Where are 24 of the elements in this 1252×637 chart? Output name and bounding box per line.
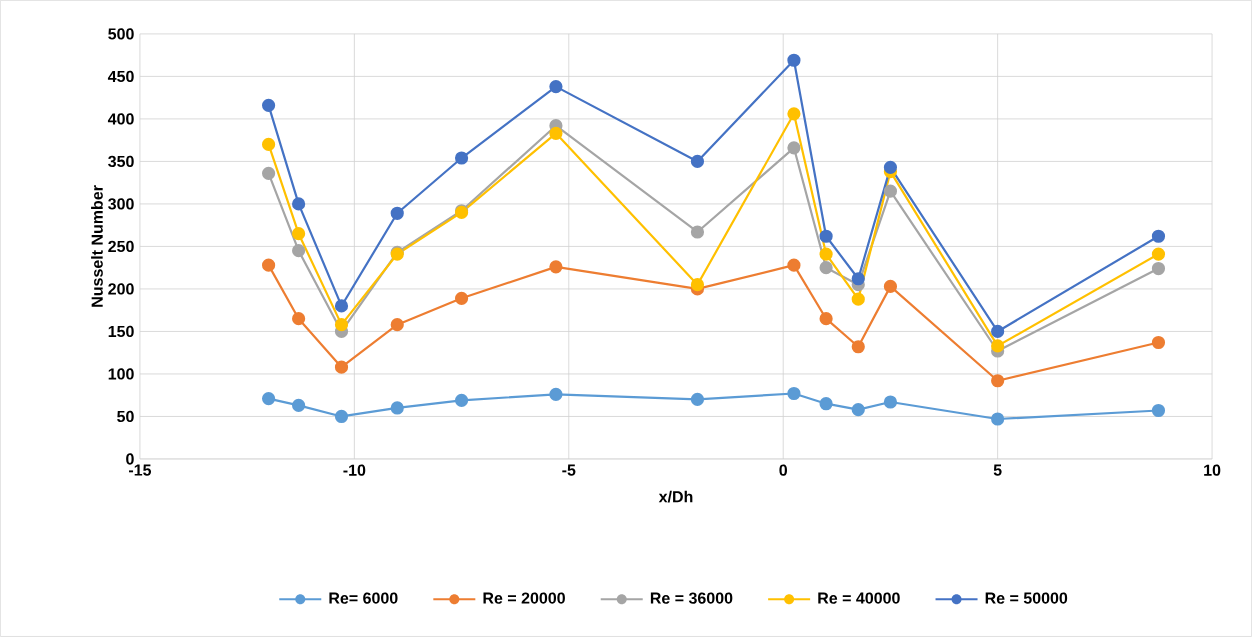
x-axis-title: x/Dh bbox=[658, 490, 693, 503]
legend-label: Re = 50000 bbox=[985, 592, 1068, 604]
y-tick-label: 100 bbox=[108, 368, 134, 380]
y-tick-label: 500 bbox=[108, 28, 134, 40]
y-tick-label: 50 bbox=[117, 410, 134, 423]
legend-label: Re = 20000 bbox=[483, 592, 565, 604]
y-tick-label: 300 bbox=[108, 198, 134, 210]
y-tick-label: 200 bbox=[108, 283, 134, 295]
legend-label: Re = 36000 bbox=[650, 592, 733, 604]
x-tick-label: -5 bbox=[562, 464, 576, 476]
y-tick-label: 150 bbox=[108, 325, 134, 338]
y-axis-title: Nusselt Number bbox=[91, 185, 103, 307]
legend-label: Re = 40000 bbox=[818, 592, 900, 604]
x-tick-label: 0 bbox=[779, 464, 787, 476]
y-tick-label: 400 bbox=[107, 113, 134, 125]
x-tick-label: 5 bbox=[993, 464, 1002, 476]
legend-label: Re= 6000 bbox=[329, 592, 398, 604]
x-tick-label: -15 bbox=[129, 464, 152, 476]
y-tick-label: 350 bbox=[108, 155, 134, 168]
y-tick-label: 450 bbox=[107, 70, 134, 83]
y-tick-label: 250 bbox=[108, 240, 134, 253]
y-tick-label: 0 bbox=[126, 453, 134, 465]
x-tick-label: 10 bbox=[1204, 464, 1221, 476]
x-tick-label: -10 bbox=[343, 464, 366, 476]
